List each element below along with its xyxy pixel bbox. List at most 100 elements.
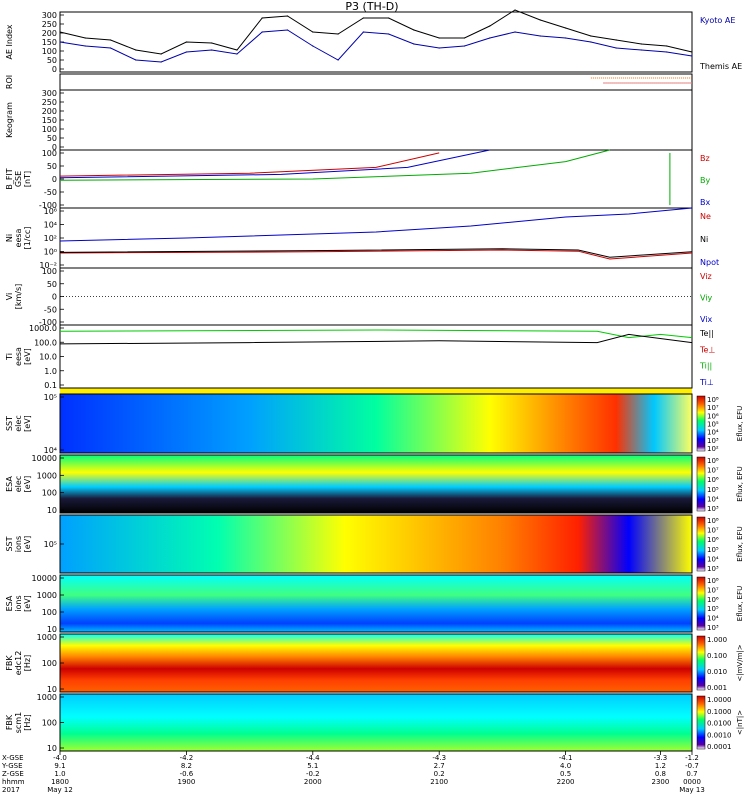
ae-legend-item: Kyoto AE bbox=[700, 16, 735, 25]
ae-data-point bbox=[388, 17, 390, 19]
fbk_e-spectrogram bbox=[60, 634, 692, 692]
fbk_e-colorbar-tick: 0.001 bbox=[707, 684, 727, 692]
esa_e-colorbar-tick: 10⁵ bbox=[707, 486, 719, 494]
ti-ytick: 100.0 bbox=[34, 338, 57, 347]
x-row-label: 2017 bbox=[2, 786, 20, 794]
ae-data-point bbox=[640, 43, 643, 45]
sst_e-ylabel: SST bbox=[5, 416, 14, 431]
sst_i-colorbar-tick: 10⁸ bbox=[707, 517, 719, 525]
ae-data-point bbox=[463, 37, 466, 39]
sst-quality-strip bbox=[60, 388, 692, 394]
vi-ytick: -100 bbox=[39, 318, 57, 327]
bfit-ytick: 100 bbox=[42, 149, 57, 158]
ae-ytick: 300 bbox=[42, 11, 57, 20]
bfit-ylabel: B_FIT bbox=[5, 168, 14, 189]
esa_e-ylabel: ESA bbox=[5, 476, 14, 492]
esa_e-frame bbox=[59, 454, 693, 514]
x-tick-label: 0000 bbox=[683, 778, 701, 786]
ni-legend-item: Npot bbox=[700, 258, 719, 267]
x-tick-label: 5.1 bbox=[307, 762, 318, 770]
sst_i-colorbar-tick: 10⁵ bbox=[707, 546, 719, 554]
keogram-ytick: 150 bbox=[42, 116, 57, 125]
ae-data-point bbox=[388, 33, 390, 35]
roi-frame bbox=[59, 73, 693, 91]
esa_i-frame bbox=[59, 574, 693, 633]
ni-ytick: 10⁶ bbox=[44, 207, 57, 216]
ae-data-point bbox=[236, 49, 238, 51]
ae-data-point bbox=[691, 55, 693, 57]
ae-ytick: 250 bbox=[42, 20, 57, 29]
ti-ylabel: [eV] bbox=[23, 348, 32, 365]
x-tick-label: 0.2 bbox=[434, 770, 445, 778]
esa_i-colorbar bbox=[696, 576, 706, 631]
bfit-ytick: 0 bbox=[52, 175, 57, 184]
fbk_b-ytick: 10 bbox=[47, 744, 57, 753]
panel-sst_e: SST elec [eV]10⁵10⁴10⁸10⁷10⁶10⁵10⁴10³10²Ef… bbox=[5, 393, 744, 455]
fbk_b-colorbar-tick: 0.0100 bbox=[707, 720, 732, 728]
keogram-ytick: 300 bbox=[42, 89, 57, 98]
fbk_b-ylabel: [Hz] bbox=[23, 714, 32, 730]
ae-data-point bbox=[438, 47, 440, 49]
sst_i-ytick: 10⁵ bbox=[44, 540, 57, 549]
vi-ylabel: Vi bbox=[5, 293, 14, 301]
x-tick-label: 9.1 bbox=[54, 762, 65, 770]
ae-ytick: 0 bbox=[52, 65, 57, 74]
sst_e-colorbar-tick: 10⁸ bbox=[707, 396, 719, 404]
sst_i-colorbar-label: Eflux, EFU bbox=[736, 526, 744, 561]
sst_e-frame bbox=[59, 393, 693, 454]
esa_i-ylabel: ESA bbox=[5, 595, 14, 611]
sst_e-ytick: 10⁴ bbox=[44, 446, 57, 455]
ae-data-point bbox=[160, 53, 162, 55]
ae-data-point bbox=[312, 45, 314, 47]
keogram-ytick: 50 bbox=[47, 134, 57, 143]
ae-data-point bbox=[489, 37, 491, 39]
ae-data-point bbox=[337, 33, 339, 35]
ae-data-point bbox=[539, 35, 541, 37]
vi-legend-item: Viy bbox=[700, 294, 713, 303]
x-tick-label: 2000 bbox=[304, 778, 322, 786]
esa_e-ylabel: [eV] bbox=[23, 476, 32, 493]
fbk_e-ytick: 1000 bbox=[37, 633, 57, 642]
fbk_e-ytick: 10 bbox=[47, 685, 57, 694]
vi-ylabel: [km/s] bbox=[14, 284, 23, 310]
esa_e-ytick: 10 bbox=[47, 506, 57, 515]
esa_i-colorbar-tick: 10³ bbox=[707, 624, 719, 632]
esa_i-colorbar-label: Eflux, EFU bbox=[736, 586, 744, 621]
fbk_b-colorbar-tick: 0.0010 bbox=[707, 731, 732, 739]
ae-data-point bbox=[640, 49, 643, 51]
panel-fbk_e: FBK edc12 [Hz] 1000 100 10 1.000 0.100 0.010 0.00… bbox=[5, 633, 744, 694]
esa_e-spectrogram bbox=[60, 455, 692, 513]
esa_e-ytick: 10000 bbox=[32, 454, 57, 463]
esa_e-colorbar-tick: 10³ bbox=[707, 505, 719, 513]
ae-data-point bbox=[84, 45, 86, 47]
x-tick-label: 4.0 bbox=[560, 762, 571, 770]
ae-data-point bbox=[261, 17, 263, 19]
fbk_e-ylabel: edc12 bbox=[14, 651, 23, 676]
sst_i-spectrogram bbox=[60, 515, 692, 573]
ae-ytick: 50 bbox=[47, 56, 57, 65]
x-tick-label: -0.7 bbox=[685, 762, 699, 770]
sst_e-colorbar-tick: 10³ bbox=[707, 437, 719, 445]
fbk_b-colorbar-tick: 0.1000 bbox=[707, 708, 732, 716]
bz-trace bbox=[59, 152, 440, 177]
sst_i-ylabel: ions bbox=[14, 536, 23, 552]
esa_i-ytick: 10 bbox=[47, 625, 57, 634]
esa_e-colorbar-tick: 10⁴ bbox=[707, 495, 719, 503]
fbk_e-colorbar bbox=[696, 635, 706, 691]
ae-data-point bbox=[362, 17, 364, 19]
esa_e-colorbar bbox=[696, 456, 706, 512]
ae-data-point bbox=[211, 42, 213, 44]
fbk_b-spectrogram bbox=[60, 694, 692, 751]
bfit-ylabel: GSE bbox=[14, 171, 23, 187]
fbk_e-ylabel: FBK bbox=[5, 655, 14, 671]
esa_i-ytick: 100 bbox=[42, 608, 57, 617]
sst_i-colorbar-tick: 10⁶ bbox=[707, 536, 719, 544]
ti-legend-item: Ti⊥ bbox=[699, 378, 714, 387]
ae-data-point bbox=[59, 31, 61, 33]
fbk_b-ytick: 100 bbox=[42, 719, 57, 728]
esa_e-ytick: 100 bbox=[42, 489, 57, 498]
ae-data-point bbox=[590, 35, 592, 37]
